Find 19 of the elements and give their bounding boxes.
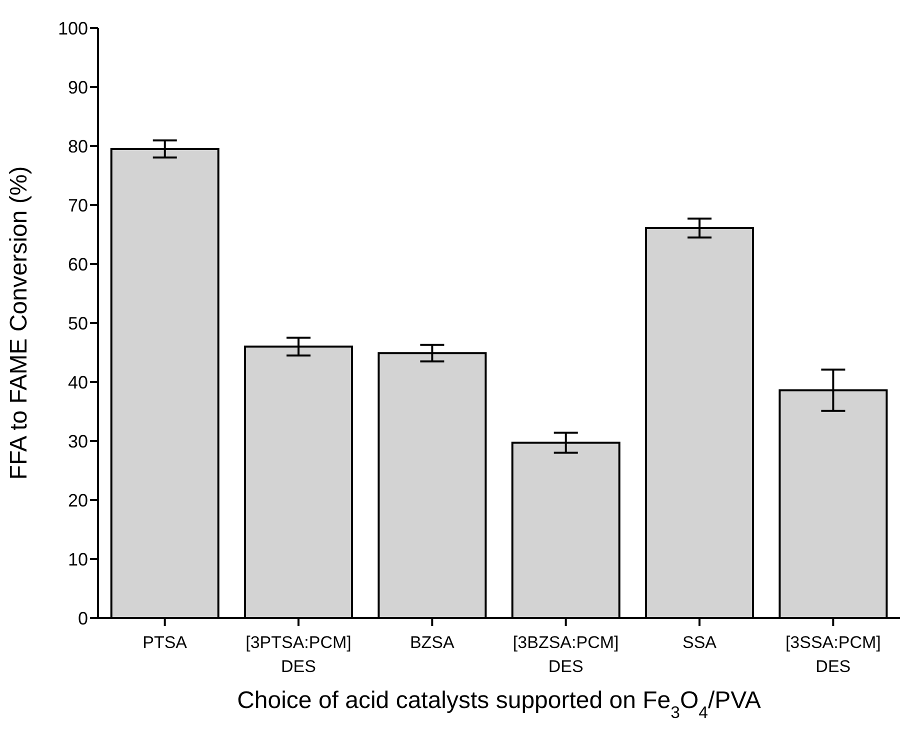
y-axis-title: FFA to FAME Conversion (%) <box>6 166 33 480</box>
y-tick-label: 50 <box>68 313 88 334</box>
x-tick-label: [3PTSA:PCM] DES <box>246 633 352 676</box>
y-tick-label: 40 <box>68 372 88 392</box>
y-tick-label: 10 <box>68 549 88 570</box>
x-tick-label: PTSA <box>142 633 188 652</box>
y-tick-label: 0 <box>78 608 88 628</box>
y-tick-label: 100 <box>58 18 88 38</box>
x-axis-title: Choice of acid catalysts supported on Fe$_{3}$O$_{4}$/PVA <box>237 687 761 722</box>
x-tick-label: [3SSA:PCM] DES <box>785 633 881 676</box>
y-tick-label: 60 <box>68 254 88 274</box>
y-tick-label: 20 <box>68 490 88 510</box>
x-tick-label: SSA <box>682 633 718 652</box>
x-tick-label: [3BZSA:PCM] DES <box>512 633 619 676</box>
x-tick-label: BZSA <box>410 633 456 652</box>
y-tick-label: 70 <box>68 195 88 216</box>
y-tick-label: 80 <box>68 136 88 156</box>
y-tick-label: 30 <box>68 431 88 452</box>
y-tick-label: 90 <box>68 77 88 98</box>
